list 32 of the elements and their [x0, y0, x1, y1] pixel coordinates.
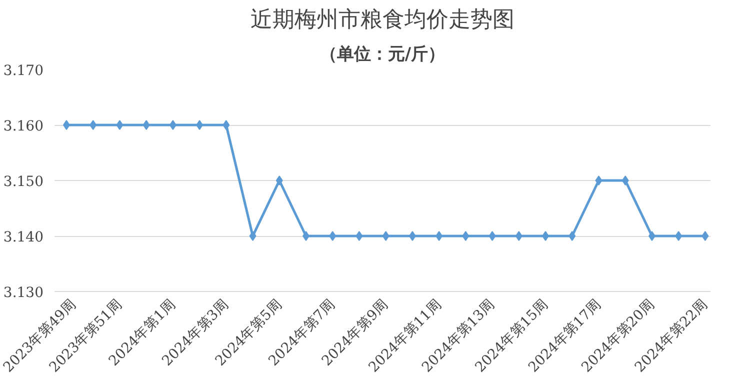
point: [675, 231, 682, 241]
point: [302, 231, 310, 241]
point: [595, 176, 602, 186]
point: [702, 231, 709, 241]
point: [622, 176, 629, 186]
y-tick-label: 3.150: [3, 174, 44, 190]
chart-subtitle: （单位：元/斤）: [320, 44, 446, 64]
point: [648, 231, 656, 241]
y-tick-label: 3.140: [3, 230, 44, 246]
point: [515, 231, 522, 241]
y-tick-label: 3.130: [3, 285, 44, 301]
point: [196, 120, 204, 130]
point: [116, 120, 124, 130]
chart-title: 近期梅州市粮食均价走势图: [250, 8, 514, 32]
point: [462, 231, 470, 241]
point: [62, 120, 70, 130]
point: [488, 231, 496, 241]
point: [382, 231, 390, 241]
point: [408, 231, 416, 241]
point: [329, 231, 336, 241]
point: [222, 120, 230, 130]
point: [90, 120, 97, 130]
point: [249, 231, 256, 241]
y-tick-label: 3.170: [3, 63, 44, 79]
point: [436, 231, 443, 241]
point: [356, 231, 363, 241]
point: [276, 176, 283, 186]
point: [568, 231, 576, 241]
y-tick-label: 3.160: [3, 118, 44, 134]
point: [169, 120, 176, 130]
point: [542, 231, 549, 241]
point: [142, 120, 150, 130]
